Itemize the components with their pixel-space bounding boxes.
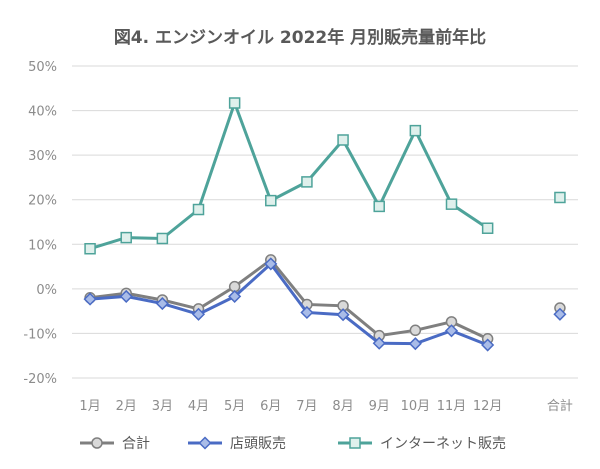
data-point [192,203,205,216]
data-point [119,289,133,303]
x-tick-label: 7月 [296,399,317,414]
series-2 [84,97,566,255]
data-point [156,232,169,245]
legend-item: 店頭販売 [188,436,286,452]
data-point [300,305,314,320]
y-tick-label: 10% [28,238,57,253]
data-point [554,191,566,204]
data-point [373,200,385,213]
data-point [336,308,350,322]
chart-title: 図4. エンジンオイル 2022年 月別販売量前年比 [114,27,486,48]
data-point [445,198,458,210]
x-tick-label: 8月 [332,399,353,414]
y-tick-label: 50% [28,60,57,75]
y-tick-label: -10% [23,327,57,342]
data-point [372,336,386,350]
series-line [89,261,489,347]
data-point [408,337,422,351]
x-tick-label: 9月 [369,399,390,414]
x-tick-label: 3月 [152,399,173,414]
y-tick-label: -20% [23,372,57,387]
x-tick-label: 2月 [116,399,137,414]
legend-marker [198,436,212,450]
x-tick-label: 合計 [547,398,573,414]
series-line [89,98,489,251]
x-tick-label: 10月 [401,399,431,414]
data-point [84,242,96,255]
x-tick-label: 4月 [188,399,209,414]
data-point [265,194,277,207]
y-tick-label: 40% [28,105,57,120]
data-point [481,222,494,234]
data-point [301,176,313,188]
data-point [228,289,242,303]
data-point [553,307,567,321]
x-tick-label: 12月 [473,399,503,414]
legend-label: インターネット販売 [380,436,506,452]
data-point [228,97,241,109]
legend: 合計 店頭販売 インターネット販売 [80,436,506,452]
series-line [89,257,489,341]
grid [72,65,578,379]
data-point [191,307,206,321]
y-tick-label: 20% [28,194,57,209]
x-tick-label: 11月 [437,399,467,414]
data-point [155,297,169,311]
data-point [409,124,422,137]
y-tick-label: 30% [28,149,57,164]
data-point [120,231,132,244]
data-point [409,324,422,337]
x-tick-label: 1月 [79,399,100,414]
data-point [337,134,349,146]
x-tick-label: 5月 [224,399,245,414]
y-axis-ticks: 50% 40% 30% 20% 10% 0% -10% -20% [23,60,57,387]
y-tick-label: 0% [36,283,57,298]
x-tick-label: 6月 [260,399,281,414]
series-group [83,97,567,352]
data-point [444,324,459,338]
legend-marker [349,437,361,449]
legend-label: 店頭販売 [230,436,286,452]
legend-item: 合計 [80,436,150,452]
data-point [264,257,278,271]
legend-marker [91,437,103,449]
x-axis-ticks: 1月 2月 3月 4月 5月 6月 7月 8月 9月 10月 11月 12月 合計 [79,398,573,414]
legend-label: 合計 [122,436,150,452]
data-point [83,292,97,306]
data-point [481,338,495,352]
series-0 [84,254,566,345]
legend-item: インターネット販売 [338,436,506,452]
series-1 [83,257,567,352]
